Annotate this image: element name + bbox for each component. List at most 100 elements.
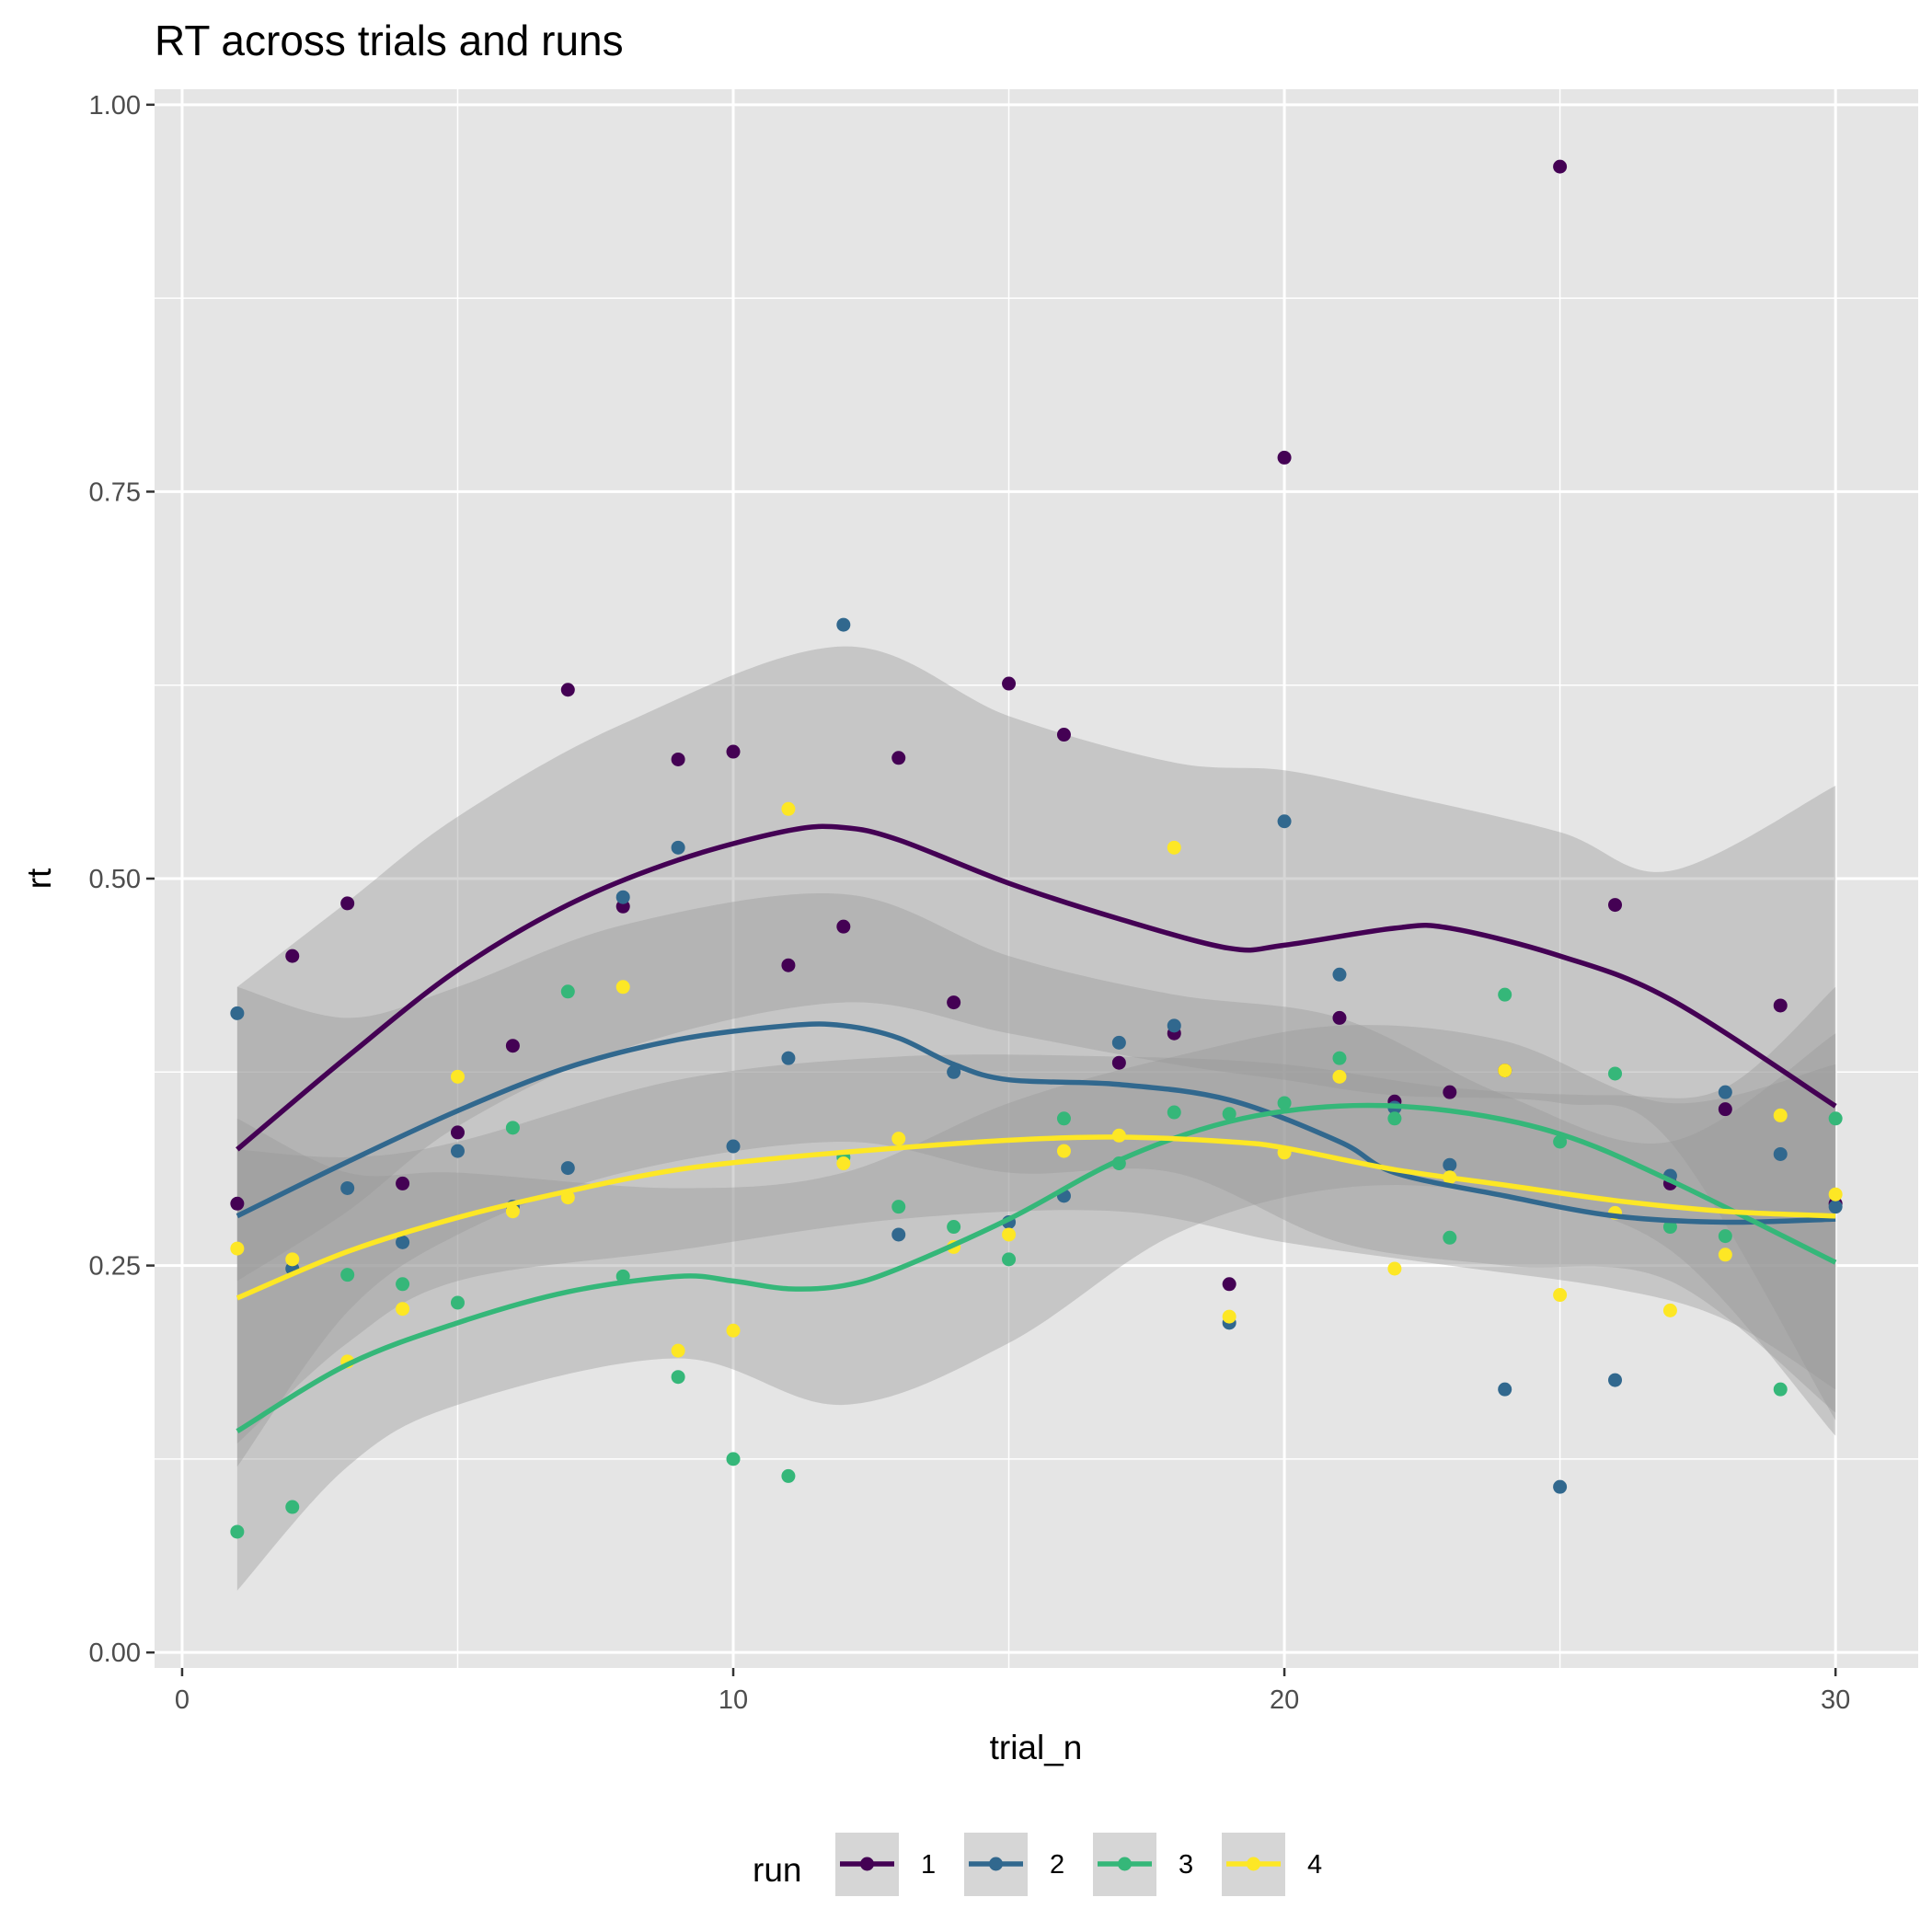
- smooth-line-run-4: [236, 1134, 1836, 1301]
- legend-label: 4: [1307, 1850, 1322, 1880]
- point-run-1: [1277, 450, 1292, 465]
- point-run-2: [671, 840, 685, 855]
- point-run-4: [505, 1204, 520, 1219]
- gridlines: [155, 89, 1918, 1668]
- y-tick-label: 0.00: [89, 1639, 141, 1668]
- x-tick-label: 10: [719, 1685, 748, 1715]
- point-run-3: [781, 1468, 796, 1483]
- point-run-2: [1167, 1018, 1181, 1033]
- ribbon-run-4: [236, 986, 1836, 1444]
- point-run-1: [671, 752, 685, 766]
- x-tick-label: 30: [1821, 1685, 1850, 1715]
- point-run-1: [1773, 998, 1788, 1013]
- point-run-3: [396, 1277, 410, 1292]
- y-tick-label: 0.75: [89, 477, 141, 507]
- point-run-3: [560, 984, 575, 999]
- point-run-1: [947, 995, 961, 1010]
- point-run-4: [891, 1132, 906, 1146]
- point-run-4: [1662, 1303, 1677, 1317]
- legend-key-point: [1118, 1857, 1132, 1871]
- point-run-2: [450, 1144, 465, 1158]
- point-run-3: [1773, 1382, 1788, 1397]
- point-run-2: [1828, 1200, 1843, 1214]
- point-run-3: [1443, 1230, 1457, 1245]
- point-run-3: [1662, 1220, 1677, 1235]
- point-run-1: [1443, 1085, 1457, 1099]
- ribbon-run-3: [236, 1025, 1836, 1591]
- point-run-2: [1718, 1085, 1732, 1099]
- point-run-2: [781, 1051, 796, 1065]
- point-run-1: [891, 751, 906, 765]
- point-run-3: [1828, 1111, 1843, 1126]
- confidence-ribbons: [236, 646, 1836, 1591]
- point-run-1: [396, 1176, 410, 1190]
- point-run-4: [1056, 1144, 1071, 1158]
- legend-label: 2: [1050, 1850, 1064, 1880]
- point-run-4: [1222, 1309, 1236, 1324]
- point-run-1: [1056, 728, 1071, 742]
- point-run-2: [1498, 1382, 1512, 1397]
- point-run-4: [1553, 1288, 1568, 1303]
- point-run-4: [836, 1156, 851, 1171]
- legend-item-run-2: 2: [964, 1833, 1064, 1896]
- smooth-line-run-3: [236, 1102, 1837, 1433]
- point-run-2: [230, 1006, 245, 1020]
- point-run-1: [505, 1039, 520, 1053]
- legend-key-point: [989, 1857, 1003, 1871]
- point-run-4: [450, 1069, 465, 1084]
- point-run-4: [396, 1302, 410, 1317]
- point-run-4: [230, 1241, 245, 1256]
- point-run-4: [1387, 1261, 1402, 1276]
- point-run-3: [671, 1370, 685, 1385]
- legend-title: run: [753, 1851, 801, 1889]
- point-run-2: [1608, 1373, 1623, 1387]
- point-run-4: [1167, 840, 1181, 855]
- y-tick-label: 0.50: [89, 865, 141, 894]
- smooth-line-run-1: [236, 823, 1837, 1152]
- point-run-1: [781, 958, 796, 972]
- point-run-1: [1002, 676, 1017, 691]
- point-run-2: [615, 890, 630, 904]
- x-tick-label: 20: [1270, 1685, 1299, 1715]
- point-run-4: [1498, 1064, 1512, 1078]
- point-run-3: [891, 1200, 906, 1214]
- point-run-2: [396, 1235, 410, 1249]
- chart-title: RT across trials and runs: [155, 17, 624, 64]
- y-axis-title: rt: [20, 868, 58, 889]
- point-run-2: [340, 1180, 355, 1195]
- point-run-3: [340, 1268, 355, 1282]
- point-run-2: [1773, 1146, 1788, 1161]
- legend-item-run-3: 3: [1093, 1833, 1193, 1896]
- point-run-1: [285, 949, 300, 963]
- x-tick-label: 0: [175, 1685, 190, 1715]
- point-run-4: [285, 1252, 300, 1267]
- point-run-1: [1332, 1010, 1347, 1025]
- axes: 0 10 20 30 0.00 0.25 0.50 0.75 1.00: [89, 91, 1851, 1715]
- point-run-2: [726, 1139, 741, 1154]
- legend-label: 1: [921, 1850, 936, 1880]
- point-run-3: [230, 1524, 245, 1539]
- point-run-2: [947, 1064, 961, 1079]
- y-tick-label: 0.25: [89, 1252, 141, 1282]
- point-run-3: [1553, 1134, 1568, 1149]
- point-run-2: [1553, 1479, 1568, 1494]
- point-run-3: [726, 1452, 741, 1466]
- point-run-1: [450, 1125, 465, 1140]
- point-run-3: [1608, 1066, 1623, 1081]
- point-run-4: [726, 1323, 741, 1338]
- point-run-3: [1167, 1105, 1181, 1120]
- point-run-1: [560, 683, 575, 697]
- point-run-3: [947, 1220, 961, 1235]
- legend: run 1 2 3 4: [753, 1833, 1322, 1896]
- ribbon-run-2: [236, 892, 1836, 1467]
- point-run-3: [1002, 1252, 1017, 1267]
- point-run-2: [836, 617, 851, 632]
- point-run-1: [836, 919, 851, 934]
- point-run-1: [1718, 1102, 1732, 1117]
- point-run-4: [1828, 1187, 1843, 1202]
- smooth-lines: [236, 823, 1837, 1433]
- y-tick-label: 1.00: [89, 91, 141, 121]
- point-run-3: [1056, 1111, 1071, 1126]
- point-run-2: [1111, 1035, 1126, 1050]
